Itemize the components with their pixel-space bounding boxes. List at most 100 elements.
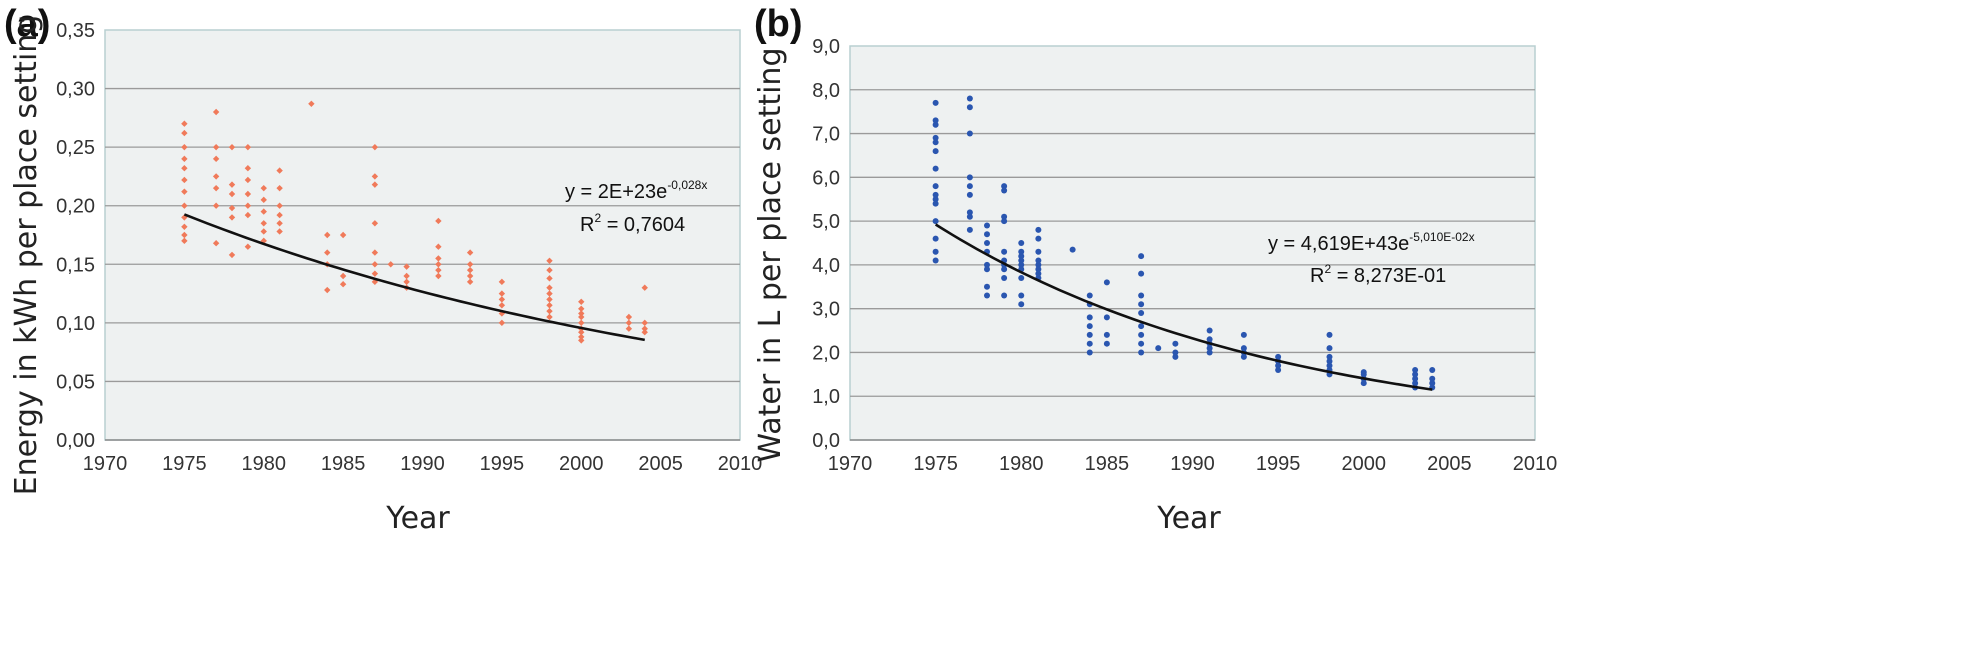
data-point xyxy=(1001,266,1008,273)
data-point xyxy=(625,313,633,321)
data-point xyxy=(1086,292,1093,299)
data-point xyxy=(1138,292,1145,299)
data-point xyxy=(339,272,347,280)
data-point xyxy=(1035,226,1042,233)
data-point xyxy=(181,202,188,209)
x-tick-label: 1975 xyxy=(162,453,207,475)
data-point xyxy=(276,211,283,219)
data-point xyxy=(966,174,973,181)
equation-b-base: y = 4,619E+43e xyxy=(1268,233,1409,255)
data-point xyxy=(1001,248,1008,255)
data-point xyxy=(578,313,585,321)
data-point xyxy=(578,337,585,344)
data-point xyxy=(1018,292,1025,299)
data-point xyxy=(1035,248,1042,255)
data-point xyxy=(260,237,267,245)
y-tick-label: 0,15 xyxy=(56,254,95,276)
data-point xyxy=(1069,246,1076,253)
data-point xyxy=(578,298,585,305)
data-point xyxy=(212,155,220,163)
data-point xyxy=(1275,366,1282,373)
r-squared-b-sup: 2 xyxy=(1324,262,1331,276)
data-point xyxy=(546,275,553,282)
y-tick-label: 2,0 xyxy=(812,342,840,364)
y-tick-label: 0,00 xyxy=(56,430,95,452)
data-point xyxy=(260,208,267,215)
y-tick-label: 5,0 xyxy=(812,211,840,233)
y-axis-title-a: Energy in kWh per place setting xyxy=(9,15,44,496)
data-point xyxy=(244,176,252,184)
data-point xyxy=(932,191,939,198)
data-point xyxy=(181,120,188,127)
data-point xyxy=(276,184,283,192)
data-point xyxy=(1018,275,1025,282)
data-point xyxy=(403,278,410,286)
data-point xyxy=(1172,340,1179,347)
data-point xyxy=(1035,235,1042,242)
data-point xyxy=(181,155,188,163)
y-tick-label: 0,05 xyxy=(56,371,95,393)
data-point xyxy=(1001,187,1008,194)
data-point xyxy=(371,270,379,277)
data-point xyxy=(1001,292,1008,299)
data-point xyxy=(371,249,379,256)
data-point xyxy=(181,176,188,184)
data-point xyxy=(932,257,939,264)
data-point xyxy=(1018,257,1025,264)
gridlines-b xyxy=(850,89,1535,441)
x-tick-labels-a: 1970 1975 1980 1985 1990 1995 2000 2005 2010 xyxy=(83,453,763,475)
data-point xyxy=(1035,261,1042,268)
r-squared-a-sup: 2 xyxy=(594,211,601,225)
panel-a: (a) 0,00 0,05 0,10 0,15 0,20 0,25 0,30 0,35 197… xyxy=(4,3,762,536)
data-point xyxy=(1103,340,1110,347)
y-tick-label: 0,25 xyxy=(56,137,95,159)
r-squared-b-value: = 8,273E-01 xyxy=(1331,265,1446,287)
data-point xyxy=(578,329,585,336)
data-point xyxy=(371,181,379,188)
data-point xyxy=(932,196,939,203)
data-point xyxy=(1172,353,1179,360)
r-squared-a-value: = 0,7604 xyxy=(601,214,685,236)
equation-b-exponent: -5,010E-02x xyxy=(1409,230,1474,244)
y-tick-labels-a: 0,00 0,05 0,10 0,15 0,20 0,25 0,30 0,35 xyxy=(56,20,95,452)
data-point xyxy=(546,313,553,321)
data-point xyxy=(466,266,474,274)
data-point xyxy=(932,139,939,146)
data-point xyxy=(1001,275,1008,282)
equation-a: y = 2E+23e-0,028x xyxy=(565,178,707,203)
data-point xyxy=(546,284,553,291)
data-point xyxy=(966,183,973,190)
data-point xyxy=(181,165,188,172)
data-point xyxy=(1018,253,1025,260)
data-point xyxy=(966,226,973,233)
data-point xyxy=(966,213,973,220)
data-point xyxy=(435,266,442,274)
data-point xyxy=(1138,301,1145,308)
data-point xyxy=(932,165,939,172)
data-point xyxy=(1018,248,1025,255)
x-tick-label: 1980 xyxy=(242,453,287,475)
data-point xyxy=(181,237,188,245)
data-point xyxy=(244,165,252,172)
data-point xyxy=(1326,353,1333,360)
data-point xyxy=(371,220,379,227)
data-point xyxy=(324,286,331,294)
data-point xyxy=(1412,375,1419,382)
data-point xyxy=(498,302,506,309)
data-point xyxy=(435,217,442,225)
data-point xyxy=(1155,345,1162,352)
data-point xyxy=(371,261,379,268)
data-point xyxy=(403,263,410,270)
x-tick-label: 1990 xyxy=(1170,453,1215,475)
data-point xyxy=(1018,240,1025,246)
x-axis-title-a: Year xyxy=(385,501,450,536)
trend-line-a xyxy=(183,213,645,342)
panel-b: (b) 0,01,02,03,04,05,06,07,08,09,0 1970 1… xyxy=(753,3,1557,536)
data-point xyxy=(1001,218,1008,225)
x-tick-label: 1975 xyxy=(913,453,958,475)
equation-b: y = 4,619E+43e-5,010E-02x xyxy=(1268,230,1475,255)
data-point xyxy=(339,231,347,239)
data-point xyxy=(932,248,939,255)
data-point xyxy=(1326,331,1333,338)
data-point xyxy=(1103,331,1110,338)
